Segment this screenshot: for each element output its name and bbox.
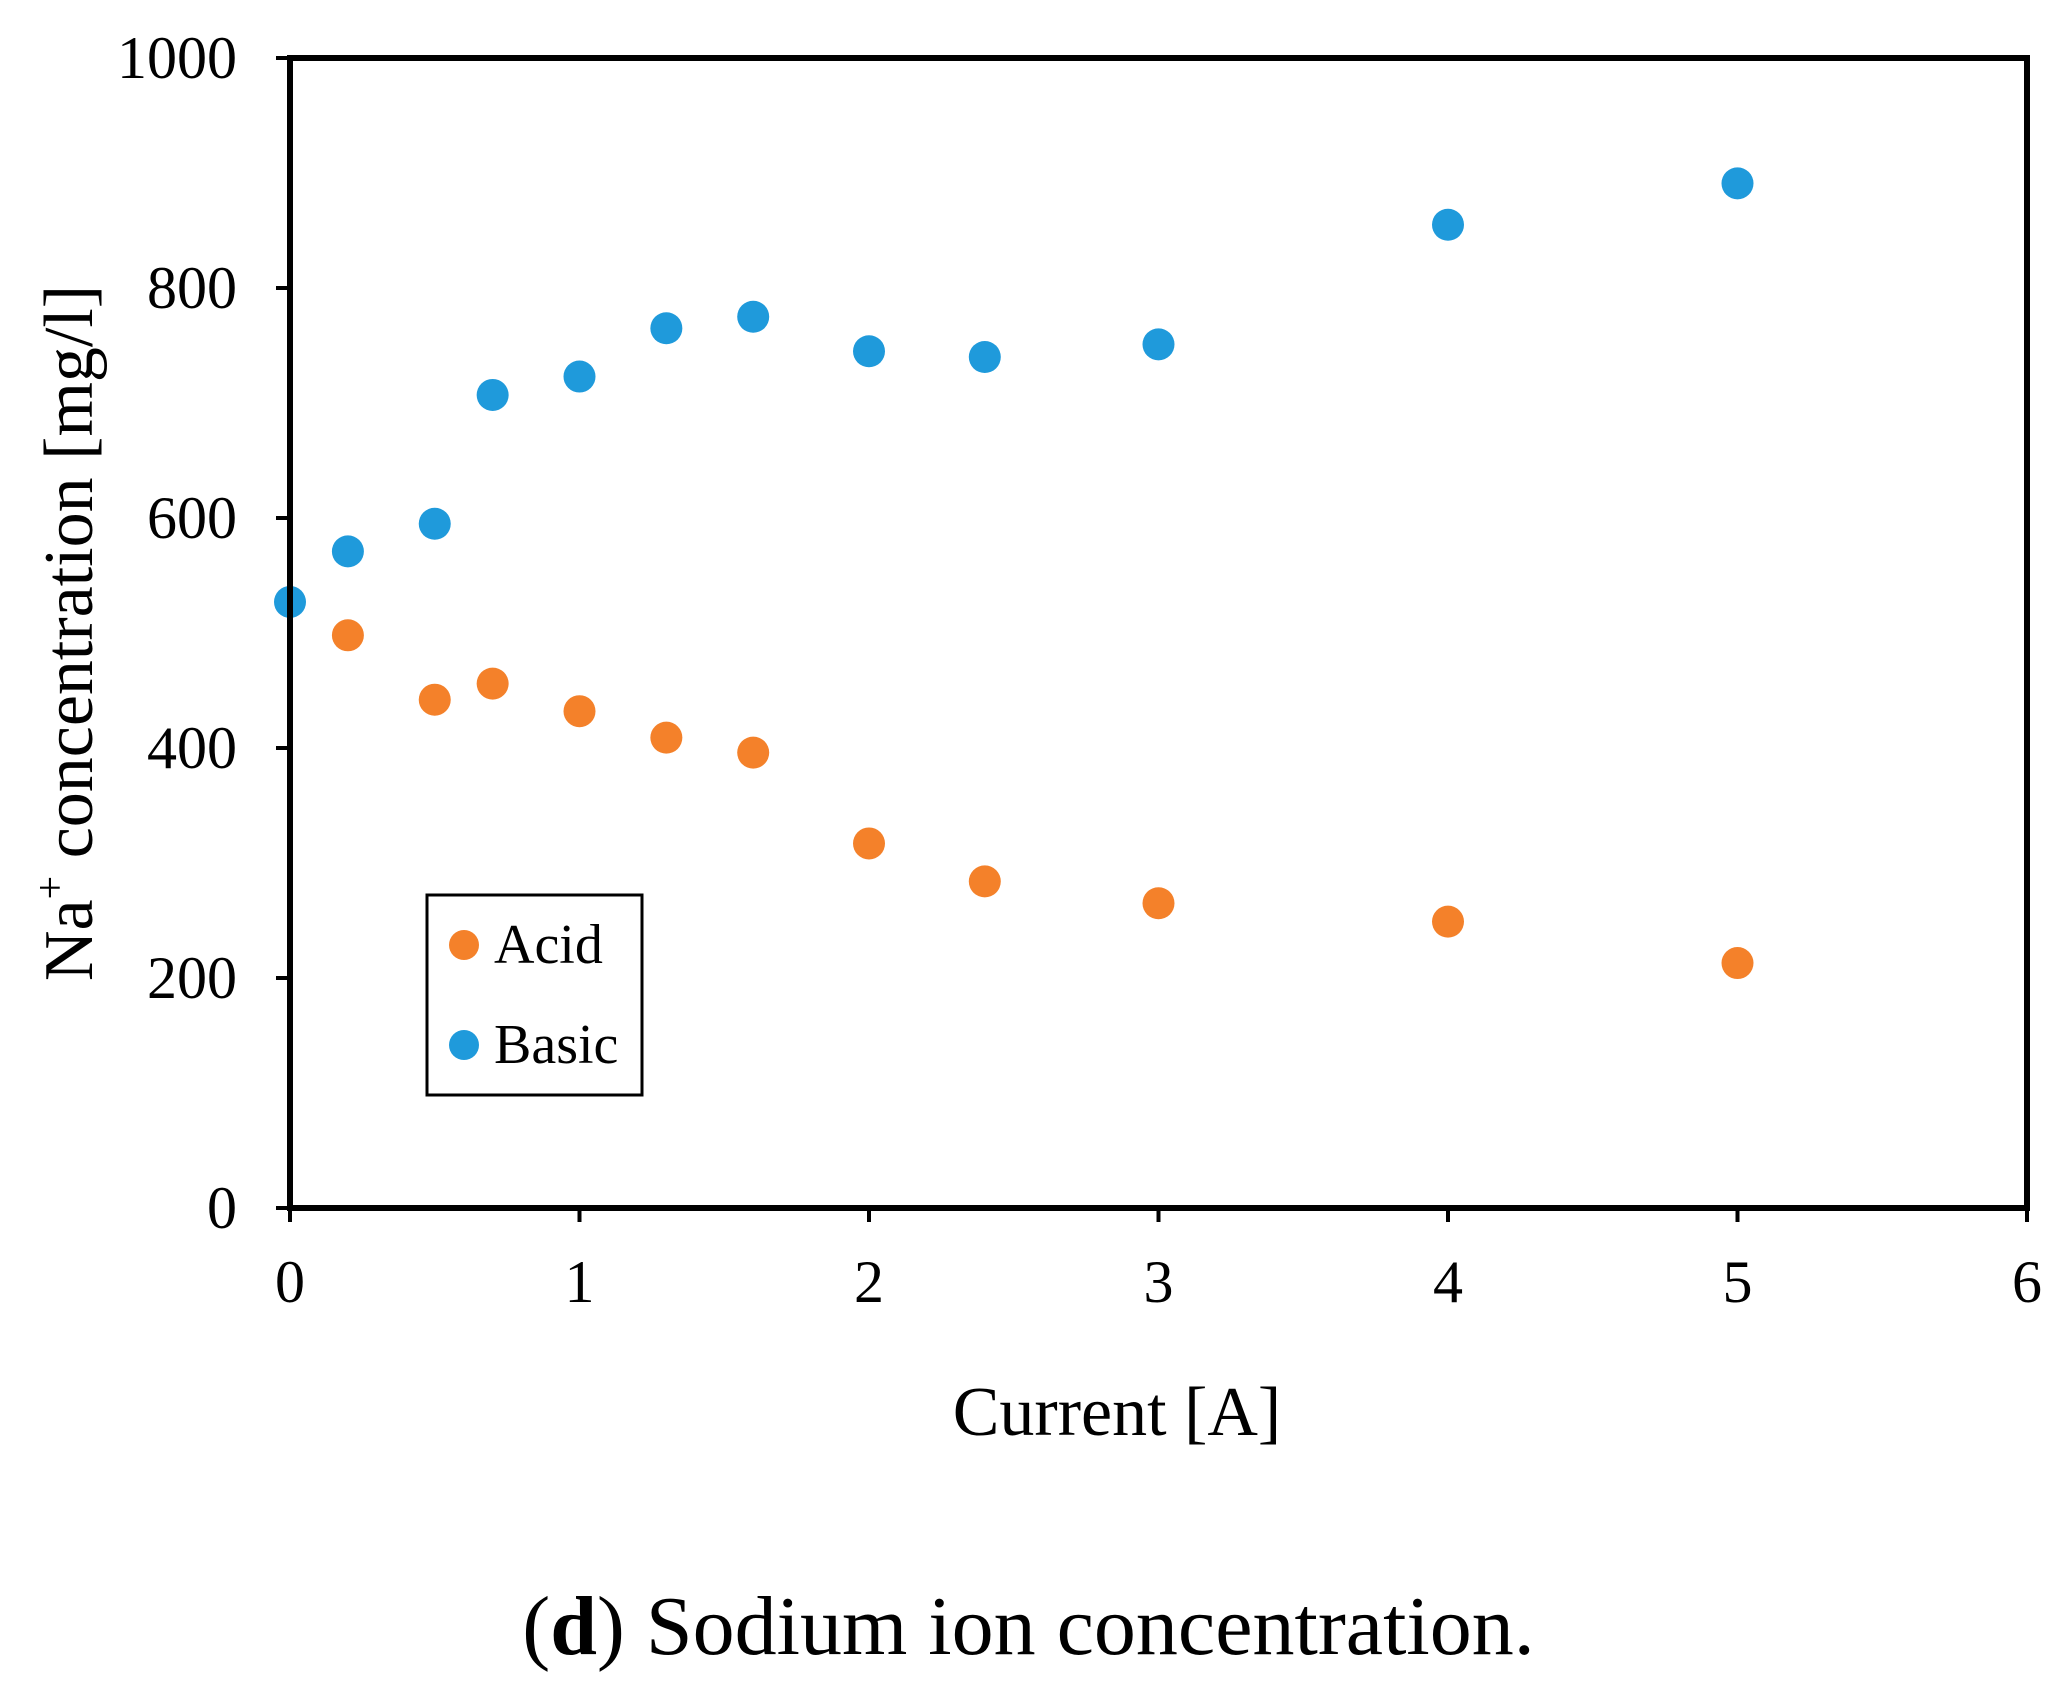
y-tick-label: 1000 (117, 25, 237, 91)
y-axis-label: Na+ concentration [mg/l] (28, 285, 108, 981)
legend-marker-basic (449, 1030, 479, 1060)
data-point-basic (1142, 328, 1175, 361)
data-point-acid (737, 736, 770, 769)
plot-area-frame (287, 55, 2030, 1211)
data-point-basic (737, 300, 770, 333)
x-tick-label: 2 (854, 1249, 884, 1315)
x-tick-label: 1 (565, 1249, 595, 1315)
x-tick-label: 6 (2012, 1249, 2042, 1315)
data-point-acid (563, 695, 596, 728)
data-point-basic (1721, 167, 1754, 200)
data-point-basic (968, 341, 1001, 373)
series-acid (331, 619, 1754, 980)
data-point-acid (418, 683, 451, 716)
data-point-basic (853, 335, 885, 368)
caption-label: d (550, 1580, 597, 1673)
x-axis-label: Current [A] (953, 1374, 1282, 1451)
legend-label-acid: Acid (494, 914, 603, 976)
y-tick-label: 400 (147, 715, 237, 781)
y-tick-label: 600 (147, 485, 237, 551)
data-point-acid (650, 721, 683, 754)
data-point-basic (563, 360, 596, 393)
y-tick-labels: 0 200 400 600 800 1000 (117, 25, 237, 1241)
figure-caption: (d) Sodium ion concentration. (522, 1580, 1535, 1673)
data-point-basic (650, 312, 683, 345)
data-point-acid (1432, 905, 1464, 938)
x-tick-label: 3 (1144, 1249, 1174, 1315)
scatter-chart: 0 1 2 3 4 5 6 0 200 400 600 800 1000 Current [A] Na… (28, 25, 2042, 1451)
data-point-acid (476, 667, 509, 700)
data-point-acid (968, 865, 1001, 898)
data-point-basic (1432, 208, 1464, 241)
caption-text: Sodium ion concentration. (624, 1580, 1535, 1673)
legend: Acid Basic (425, 893, 644, 1097)
y-tick-label: 0 (207, 1175, 237, 1241)
data-point-acid (331, 619, 364, 652)
y-axis-label-main: Na (31, 899, 108, 981)
data-point-basic (476, 378, 509, 411)
legend-box (425, 893, 644, 1097)
data-point-basic (331, 535, 364, 568)
y-tick-label: 800 (147, 255, 237, 321)
series-basic (274, 167, 1754, 618)
data-point-acid (1721, 947, 1754, 980)
y-axis-label-sup: + (28, 876, 74, 900)
y-axis-label-rest: concentration [mg/l] (31, 285, 108, 876)
legend-label-basic: Basic (494, 1014, 618, 1076)
x-tick-labels: 0 1 2 3 4 5 6 (275, 1249, 2042, 1315)
x-tick-label: 4 (1433, 1249, 1463, 1315)
data-point-acid (1142, 887, 1175, 920)
x-tick-label: 0 (275, 1249, 305, 1315)
legend-marker-acid (449, 930, 479, 960)
data-point-acid (853, 827, 885, 860)
x-tick-label: 5 (1723, 1249, 1753, 1315)
y-tick-label: 200 (147, 945, 237, 1011)
data-point-basic (418, 507, 451, 540)
